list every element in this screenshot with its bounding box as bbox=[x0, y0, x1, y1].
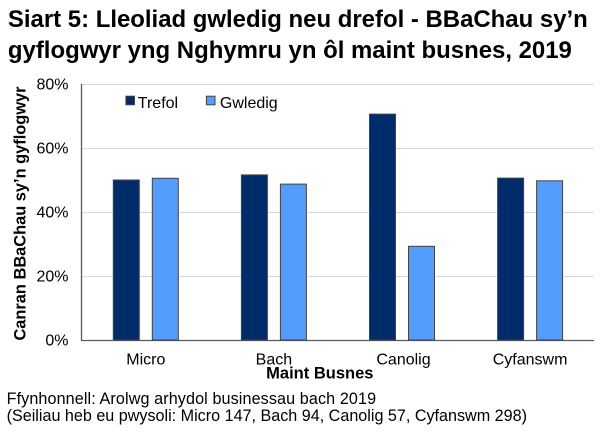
svg-text:80%: 80% bbox=[36, 77, 68, 94]
svg-text:Trefol: Trefol bbox=[138, 95, 178, 112]
svg-text:0%: 0% bbox=[45, 333, 68, 350]
svg-text:Canran BBaChau sy’n gyflogwyr: Canran BBaChau sy’n gyflogwyr bbox=[12, 86, 30, 341]
svg-text:Bach: Bach bbox=[256, 352, 292, 369]
svg-text:Canolig: Canolig bbox=[376, 352, 430, 369]
svg-text:Gwledig: Gwledig bbox=[220, 95, 278, 112]
svg-text:Cyfanswm: Cyfanswm bbox=[493, 352, 568, 369]
svg-text:60%: 60% bbox=[36, 141, 68, 158]
svg-text:Micro: Micro bbox=[126, 352, 165, 369]
svg-text:Maint Busnes: Maint Busnes bbox=[266, 365, 373, 383]
svg-text:40%: 40% bbox=[36, 205, 68, 222]
svg-text:20%: 20% bbox=[36, 269, 68, 286]
